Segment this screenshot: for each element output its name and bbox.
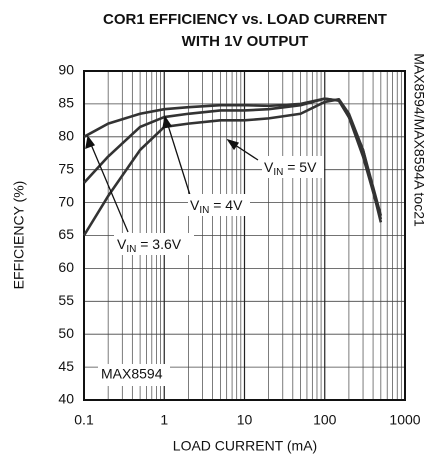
grid — [83, 70, 406, 401]
arrow — [89, 141, 129, 233]
x-tick-label: 1000 — [389, 412, 420, 428]
series-label: VIN = 5V — [264, 159, 317, 178]
y-tick-label: 90 — [58, 62, 74, 78]
series-line — [82, 97, 383, 237]
x-tick-label: 10 — [237, 412, 253, 428]
chart-title: COR1 EFFICIENCY vs. LOAD CURRENT — [103, 11, 387, 28]
arrowhead — [162, 115, 173, 129]
label-bg — [114, 233, 194, 255]
label-bg — [262, 156, 324, 178]
y-tick-label: 45 — [58, 358, 74, 374]
y-tick-label: 75 — [58, 160, 74, 176]
label-bg — [98, 364, 170, 386]
x-axis-label: LOAD CURRENT (mA) — [173, 438, 317, 454]
y-tick-label: 70 — [58, 193, 74, 209]
label-bg — [188, 194, 250, 216]
x-tick-label: 100 — [313, 412, 337, 428]
annotation: MAX8594 — [101, 366, 163, 382]
chart-title: WITH 1V OUTPUT — [182, 33, 309, 50]
y-tick-label: 65 — [58, 226, 74, 242]
y-tick-label: 80 — [58, 128, 74, 144]
series-label: VIN = 4V — [190, 197, 243, 216]
y-tick-label: 50 — [58, 325, 74, 341]
arrowhead — [85, 135, 96, 150]
y-axis-label: EFFICIENCY (%) — [11, 181, 27, 290]
y-tick-label: 55 — [58, 292, 74, 308]
y-tick-label: 60 — [58, 259, 74, 275]
series-label: VIN = 3.6V — [117, 236, 182, 255]
arrowhead — [226, 138, 240, 151]
y-tick-label: 40 — [58, 391, 74, 407]
x-tick-label: 0.1 — [74, 412, 94, 428]
lines — [82, 97, 383, 237]
series-line — [83, 97, 383, 220]
y-tick-label: 85 — [58, 95, 74, 111]
annotation-arrows — [85, 115, 259, 233]
x-tick-label: 1 — [160, 412, 168, 428]
arrow — [166, 121, 191, 196]
annotation: MAX8594/MAX8594A toc21 — [411, 53, 427, 227]
